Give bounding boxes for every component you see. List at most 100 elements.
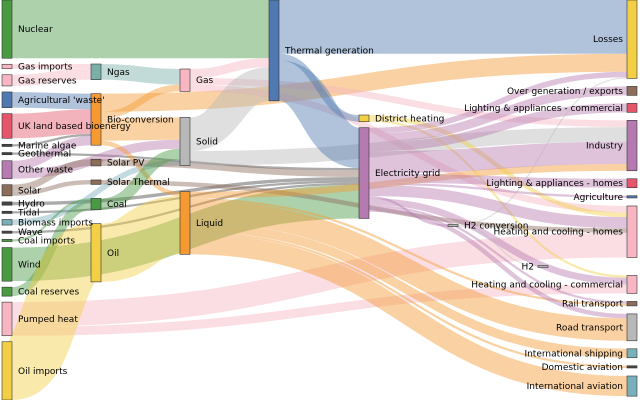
node-label-ngas: Ngas xyxy=(107,68,130,78)
flow-link-elec_grid-to-agriculture xyxy=(368,182,628,198)
flow-link-coal-to-solid xyxy=(100,148,181,210)
flow-link-elec_grid-to-road xyxy=(368,207,628,319)
node-thermal_gen xyxy=(268,0,280,102)
node-label-wave: Wave xyxy=(18,228,43,238)
node-lighting_homes xyxy=(626,178,638,189)
node-heating_comm xyxy=(626,275,638,294)
flow-link-district_heating-to-heating_comm xyxy=(368,119,628,278)
node-label-industry: Industry xyxy=(586,142,624,152)
node-coal xyxy=(90,198,102,210)
node-label-agriculture: Agriculture xyxy=(574,193,624,203)
node-label-liquid: Liquid xyxy=(196,219,223,229)
node-bio_conversion xyxy=(90,93,102,146)
flow-link-solid-to-industry xyxy=(189,127,628,166)
node-label-nuclear: Nuclear xyxy=(18,25,53,35)
node-marine_algae xyxy=(1,143,13,147)
flow-link-thermal_gen-to-district_heating xyxy=(278,53,360,122)
node-label-tidal: Tidal xyxy=(17,208,39,218)
flow-link-liquid-to-road xyxy=(189,200,628,341)
node-other_waste xyxy=(1,160,13,179)
node-h2_conversion xyxy=(447,224,459,228)
flow-link-bio_conversion-to-liquid xyxy=(100,140,181,197)
node-label-oil: Oil xyxy=(107,249,119,259)
labels-layer: Nuclear Gas imports Gas reserves Agricultur… xyxy=(17,25,624,392)
node-solar_pv xyxy=(90,158,102,167)
node-nuclear xyxy=(1,0,13,59)
flow-link-marine_algae-to-bio_conversion xyxy=(11,134,92,147)
node-label-solar: Solar xyxy=(18,186,41,196)
node-label-rail: Rail transport xyxy=(562,300,623,310)
node-label-lighting_homes: Lighting & appliances - homes xyxy=(486,179,623,189)
node-label-losses: Losses xyxy=(593,35,623,45)
node-wave xyxy=(1,230,13,234)
node-oil_imports xyxy=(1,341,13,400)
node-coal_reserves xyxy=(1,286,13,297)
node-label-pumped_heat: Pumped heat xyxy=(18,315,78,325)
node-label-heating_comm: Heating and cooling - commercial xyxy=(471,280,623,290)
flow-link-solid-to-thermal_gen xyxy=(188,67,271,152)
node-label-marine_algae: Marine algae xyxy=(18,141,77,151)
flow-link-elec_grid-to-heating_comm xyxy=(368,198,628,285)
flow-link-h2_conversion-to-losses xyxy=(457,77,628,226)
node-label-thermal_gen: Thermal generation xyxy=(284,46,374,56)
node-label-oil_imports: Oil imports xyxy=(18,367,68,377)
flow-link-liquid-to-dom_aviation xyxy=(189,231,628,368)
node-solar xyxy=(1,184,13,197)
flow-link-coal_imports-to-coal xyxy=(11,198,92,242)
flow-link-hydro-to-elec_grid xyxy=(11,177,360,206)
node-losses xyxy=(626,0,638,79)
flow-link-biomass_imports-to-solid xyxy=(11,159,181,226)
links-layer xyxy=(3,0,628,400)
node-label-bio_conversion: Bio-conversion xyxy=(107,115,174,125)
flow-link-gas-to-industry xyxy=(189,77,628,128)
node-elec_grid xyxy=(358,127,370,219)
flow-link-elec_grid-to-lighting_homes xyxy=(368,173,628,188)
node-intl_aviation xyxy=(626,375,638,397)
node-agriculture xyxy=(626,195,638,199)
node-gas_imports xyxy=(1,63,13,70)
flow-link-elec_grid-to-industry xyxy=(368,141,628,174)
flow-link-uk_bio-to-bio_conversion xyxy=(11,109,92,139)
flow-link-bio_conversion-to-gas xyxy=(100,84,181,119)
node-label-district_heating: District heating xyxy=(375,114,444,124)
node-label-dom_aviation: Domestic aviation xyxy=(542,363,623,373)
node-label-heating_homes: Heating and cooling - homes xyxy=(494,228,624,238)
node-label-intl_aviation: International aviation xyxy=(527,382,623,392)
flow-link-elec_grid-to-heating_homes xyxy=(368,184,628,229)
node-intl_shipping xyxy=(626,348,638,359)
node-label-agri_waste: Agricultural 'waste' xyxy=(18,96,105,106)
node-label-solar_thermal: Solar Thermal xyxy=(107,178,170,188)
flow-link-h2_conversion-to-h2 xyxy=(457,225,539,267)
node-label-solar_pv: Solar PV xyxy=(107,159,145,169)
flow-link-elec_grid-to-h2_conversion xyxy=(368,196,449,227)
node-pumped_heat xyxy=(1,301,13,337)
node-label-over_gen: Over generation / exports xyxy=(507,87,623,97)
flow-link-district_heating-to-heating_homes xyxy=(368,115,628,218)
node-liquid xyxy=(179,191,191,255)
node-biomass_imports xyxy=(1,219,13,226)
node-label-intl_shipping: International shipping xyxy=(524,349,623,359)
node-label-geothermal: Geothermal xyxy=(18,150,71,160)
flow-link-elec_grid-to-rail xyxy=(368,205,628,304)
node-label-road: Road transport xyxy=(556,323,624,333)
node-agri_waste xyxy=(1,91,13,108)
flow-link-solar_pv-to-elec_grid xyxy=(100,159,360,178)
node-label-gas: Gas xyxy=(196,76,213,86)
node-solid xyxy=(179,117,191,166)
node-label-hydro: Hydro xyxy=(18,200,45,210)
flow-link-pumped_heat-to-heating_homes xyxy=(11,232,628,327)
flow-link-bio_conversion-to-solid xyxy=(100,117,181,141)
flow-link-coal_reserves-to-coal xyxy=(11,200,92,297)
node-gas_reserves xyxy=(1,74,13,87)
flow-link-oil-to-liquid xyxy=(99,196,182,282)
node-oil xyxy=(90,223,102,283)
node-label-biomass_imports: Biomass imports xyxy=(18,218,93,228)
node-label-elec_grid: Electricity grid xyxy=(375,169,440,179)
node-label-coal_imports: Coal imports xyxy=(18,236,75,246)
node-district_heating xyxy=(358,114,370,123)
node-lighting_comm xyxy=(626,103,638,113)
node-rail xyxy=(626,301,638,307)
flow-link-gas-to-thermal_gen xyxy=(189,58,270,78)
